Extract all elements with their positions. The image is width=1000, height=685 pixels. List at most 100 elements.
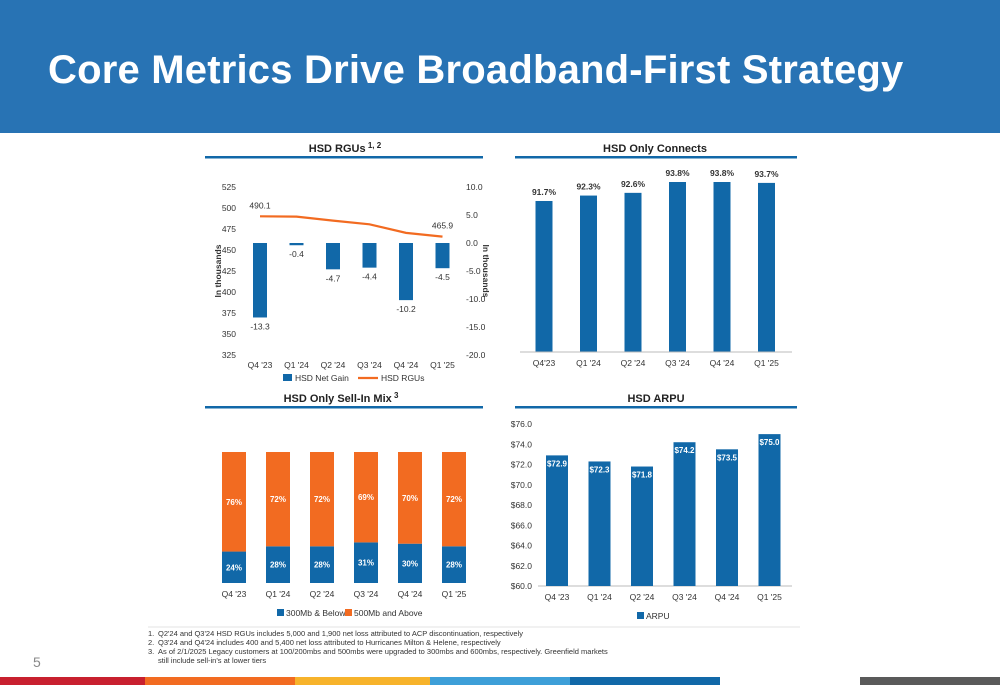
legend-swatch [277,609,284,616]
bar-data-label: $72.9 [547,459,568,468]
footer-stripe [145,677,295,685]
legend-label: 500Mb and Above [354,608,423,618]
footnote-number: 2. [148,638,155,647]
title-divider [515,156,797,159]
legend-label: HSD Net Gain [295,373,349,383]
slide-title: Core Metrics Drive Broadband-First Strat… [48,48,904,92]
bar-data-label: -4.5 [435,272,450,282]
x-axis-tick: Q1 '25 [430,360,455,370]
left-axis-tick: 500 [222,203,236,213]
title-divider [515,406,797,409]
y-axis-tick: $64.0 [511,541,533,551]
bar-segment [222,551,246,583]
bar [580,195,597,352]
bar-data-label: 30% [402,559,418,568]
bar-data-label: 69% [358,493,374,502]
x-axis-tick: Q4'23 [533,358,556,368]
x-axis-tick: Q1 '25 [442,589,467,599]
x-axis-tick: Q4 '24 [715,592,740,602]
left-axis-tick: 425 [222,266,236,276]
y-axis-tick: $70.0 [511,480,533,490]
y-axis-tick: $74.0 [511,439,533,449]
bar [399,243,413,301]
x-axis-tick: Q4 '24 [398,589,423,599]
left-axis-tick: 475 [222,224,236,234]
y-axis-tick: $72.0 [511,460,533,470]
bar-segment [310,452,334,547]
x-axis-tick: Q1 '25 [754,358,779,368]
footer-stripe [0,677,145,685]
bar-data-label: 76% [226,498,242,507]
left-axis-tick: 525 [222,182,236,192]
bar-segment [398,452,422,544]
title-divider [205,156,483,159]
bar [624,192,642,352]
bar-data-label: -13.3 [250,321,270,331]
x-axis-tick: Q3 '24 [354,589,379,599]
footnote-text: Q2'24 and Q3'24 HSD RGUs includes 5,000 … [158,629,524,638]
bar [535,200,553,352]
legend-label: 300Mb & Below [286,608,346,618]
footnote-text: As of 2/1/2025 Legacy customers at 100/2… [158,647,608,665]
legend-swatch [637,612,644,619]
bar-data-label: 93.7% [754,169,779,179]
bar [588,461,611,586]
x-axis-tick: Q4 '24 [710,358,735,368]
x-axis-tick: Q1 '24 [576,358,601,368]
footer-stripe [860,677,1000,685]
x-axis-tick: Q4 '23 [545,592,570,602]
x-axis-tick: Q1 '25 [757,592,782,602]
bar-segment [398,543,422,583]
series-line [259,215,443,238]
bar-data-label: 31% [358,559,374,568]
bar-data-label: 72% [446,495,462,504]
bar [673,442,696,586]
bar-data-label: -0.4 [289,249,304,259]
bar [362,243,377,268]
bar-data-label: 91.7% [532,187,557,197]
bar-data-label: $71.8 [632,471,653,480]
title-superscript: 3 [392,391,399,400]
chart-title: HSD RGUs 1, 2 [309,141,382,155]
bar-data-label: -10.2 [396,304,416,314]
bar-data-label: $74.2 [674,446,695,455]
bar-segment [266,452,290,547]
y-axis-tick: $68.0 [511,500,533,510]
bar [758,182,775,352]
bar [253,243,267,318]
bar-data-label: $72.3 [589,465,610,474]
left-axis-tick: 325 [222,350,236,360]
footnote-number: 3. [148,647,155,656]
x-axis-tick: Q2 '24 [310,589,335,599]
x-axis-tick: Q1 '24 [587,592,612,602]
x-axis-tick: Q2 '24 [630,592,655,602]
legend-label: ARPU [646,611,670,621]
bar-data-label: 72% [270,495,286,504]
bar-data-label: 72% [314,495,330,504]
bar [435,243,450,269]
bar-data-label: 93.8% [710,168,735,178]
footnote: 1. Q2'24 and Q3'24 HSD RGUs includes 5,0… [148,629,618,638]
right-axis-tick: 10.0 [466,182,483,192]
bar-data-label: 28% [314,561,330,570]
right-axis-tick: 5.0 [466,210,478,220]
bar-data-label: 92.3% [576,182,601,192]
page-number: 5 [33,654,41,670]
chart-title: HSD ARPU [627,393,684,405]
bar-data-label: 24% [226,563,242,572]
chart-title: HSD Only Sell-In Mix 3 [284,391,399,405]
left-axis-label: In thousands [213,244,223,297]
footnote: 2. Q3'24 and Q4'24 includes 400 and 5,40… [148,638,618,647]
footnotes: 1. Q2'24 and Q3'24 HSD RGUs includes 5,0… [148,629,618,665]
x-axis-tick: Q3 '24 [665,358,690,368]
bar-data-label: $73.5 [717,453,738,462]
right-axis-tick: -5.0 [466,266,481,276]
bar [669,182,686,352]
bar-segment [354,542,378,583]
y-axis-tick: $76.0 [511,419,533,429]
bar [758,434,781,586]
bar-data-label: -4.4 [362,272,377,282]
right-axis-tick: -15.0 [466,322,486,332]
bar-data-label: -4.7 [326,273,341,283]
